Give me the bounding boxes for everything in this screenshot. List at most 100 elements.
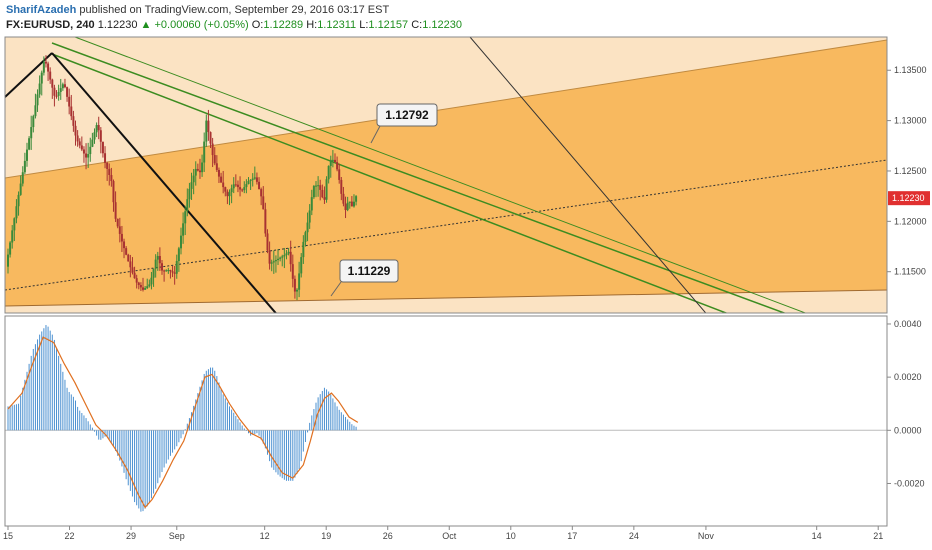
time-axis-label: 17 [567,531,577,541]
candle-body [239,187,242,190]
candle-body [61,84,64,89]
price-pane[interactable]: 1.12792 1.11229 [4,36,890,376]
candle-body [331,159,334,161]
candle-body [158,255,161,264]
indicator-axis-label: 0.0000 [894,425,922,435]
candle-body [152,268,155,278]
candle-body [277,258,280,261]
candle-body [173,272,176,274]
candle-body [38,83,41,95]
candle-body [74,125,77,136]
price-axis-label: 1.13000 [894,116,927,126]
time-axis-label: 21 [873,531,883,541]
candle-body [190,182,193,189]
callout-low-label: 1.11229 [348,264,391,278]
candle-body [150,277,153,285]
candle-body [182,223,185,236]
candle-body [300,257,303,274]
candle-body [241,189,244,191]
candle-body [72,116,75,126]
candle-body [245,184,248,188]
price-axis[interactable]: 1.13500 1.13000 1.12500 1.12000 1.11500 1.122… [887,65,930,277]
candle-body [266,233,269,251]
chart-header: SharifAzadeh published on TradingView.co… [0,0,932,36]
candle-body [30,127,33,139]
time-axis-label: Nov [698,531,715,541]
indicator-pane-border [4,315,888,527]
candle-body [220,176,223,183]
candle-body [315,185,318,187]
time-axis-label: 22 [65,531,75,541]
candle-body [302,241,305,258]
candle-body [55,95,58,97]
candle-body [323,197,326,200]
candle-body [243,187,246,191]
callout-high[interactable]: 1.12792 [370,103,438,144]
callout-low-pointer [330,281,342,297]
candle-body [312,186,315,198]
candle-body [346,202,349,211]
candle-body [57,91,60,96]
candle-body [112,181,115,203]
candle-body [167,270,170,272]
callout-low[interactable]: 1.11229 [330,259,399,297]
candle-body [23,160,26,173]
price-pane-border [4,36,888,314]
candle-body [201,162,204,173]
candle-body [222,182,225,188]
candle-body [13,218,16,231]
candle-body [184,211,187,224]
last-price-tag-label: 1.12230 [892,193,925,203]
candle-body [228,192,231,197]
last-price: 1.12230 [97,19,138,31]
close-label: C: [411,19,423,31]
callout-low-box [339,259,399,283]
candle-body [104,153,107,163]
candle-body [272,261,275,263]
candle-body [352,201,355,207]
candle-body [209,132,212,144]
candle-body [293,278,296,292]
candle-body [249,179,252,182]
candle-body [101,141,104,154]
candle-body [192,175,195,183]
author-link[interactable]: SharifAzadeh [6,4,77,16]
candle-body [21,172,24,184]
candle-body [76,135,79,142]
candle-body [281,256,284,258]
candle-body [283,255,286,257]
candle-body [268,250,271,264]
candle-body [198,170,201,173]
candle-body [355,196,358,202]
low-label: L: [359,19,369,31]
candle-body [25,149,28,161]
price-axis-label: 1.13500 [894,65,927,75]
candle-body [7,254,9,267]
candle-body [129,261,132,268]
callout-high-box [376,103,438,127]
candle-body [348,201,351,203]
candle-body [9,242,12,255]
black-diagonal-line [469,37,707,313]
candle-body [154,259,157,269]
candle-body [165,270,168,272]
candle-body [298,273,301,290]
candle-body [114,202,117,219]
candle-body [118,226,121,234]
indicator-axis[interactable]: 0.0040 0.0020 0.0000 -0.0020 [887,319,925,488]
indicator-pane[interactable] [4,315,888,527]
candle-body [80,145,83,150]
symbol-label[interactable]: FX:EURUSD, 240 [6,19,95,31]
candle-body [262,196,265,210]
candle-body [36,94,39,106]
price-axis-label: 1.11500 [894,267,926,277]
time-axis[interactable]: 15 22 29 Sep 12 19 26 Oct 10 17 24 Nov 14 21 [3,526,883,541]
ohlc-line: FX:EURUSD, 240 1.12230 ▲ +0.00060 (+0.05… [6,19,462,31]
candle-body [179,235,182,249]
publish-line: SharifAzadeh published on TradingView.co… [6,4,389,16]
candle-body [87,154,90,158]
candle-body [317,185,320,187]
time-axis-label: 10 [506,531,516,541]
candle-body [329,159,332,166]
